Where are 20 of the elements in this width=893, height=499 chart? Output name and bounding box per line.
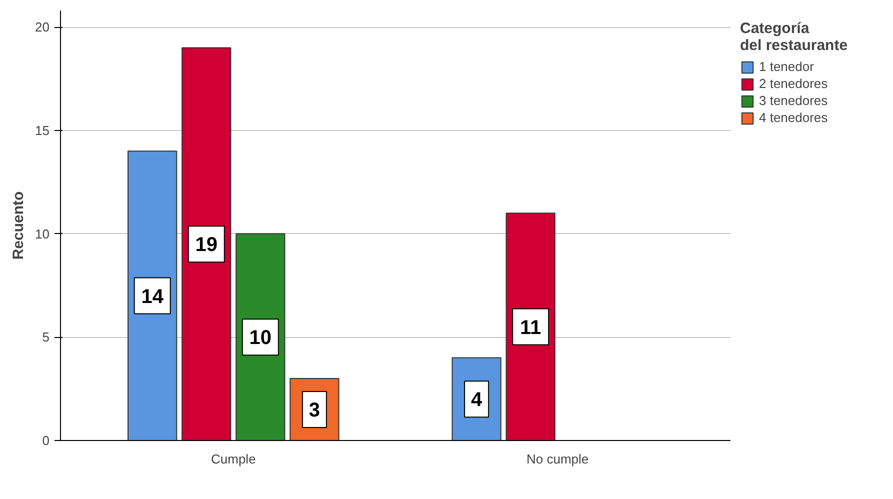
legend-label: 4 tenedores xyxy=(759,110,828,125)
data-label: 19 xyxy=(195,234,218,256)
y-tick-label: 15 xyxy=(35,122,50,138)
y-tick-label: 0 xyxy=(42,433,50,448)
data-label: 4 xyxy=(470,389,483,412)
y-axis-title: Recuento xyxy=(10,191,28,260)
legend-label: 3 tenedores xyxy=(759,93,828,108)
y-tick-label: 10 xyxy=(35,226,50,242)
legend-label: 1 tenedor xyxy=(759,59,814,74)
x-tick-label: No cumple xyxy=(526,452,589,466)
x-tick-label: Cumple xyxy=(211,452,256,466)
data-label: 3 xyxy=(308,399,320,422)
y-tick-label: 20 xyxy=(35,20,50,35)
bar xyxy=(182,47,232,440)
legend-label: 2 tenedores xyxy=(759,76,828,91)
data-label: 14 xyxy=(141,286,164,308)
data-label: 10 xyxy=(249,327,272,350)
legend-title: Categoría del restaurante xyxy=(740,20,848,54)
data-label: 11 xyxy=(520,316,542,339)
y-tick-label: 5 xyxy=(42,330,50,345)
